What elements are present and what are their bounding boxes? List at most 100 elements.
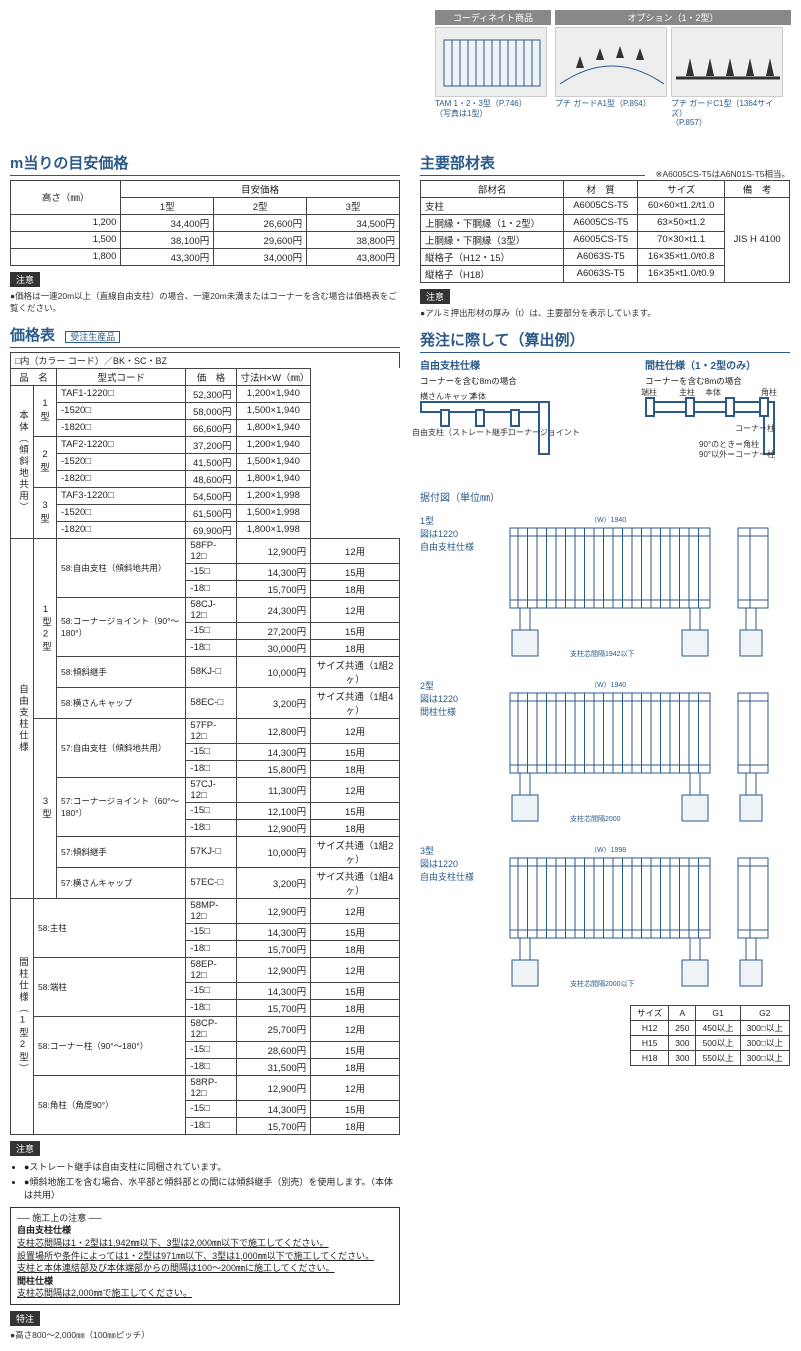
item-name: 58:コーナージョイント（90°～180°） [57,597,186,656]
drawing: 1型図は1220自由支柱仕様（W）1940支柱芯間隔1942以下 [490,510,790,663]
cell: 15用 [311,923,400,940]
coord-item: TAM 1・2・3型（P.746）（写真は1型） [435,27,547,118]
th: A [669,1005,696,1020]
cell: 38,800円 [307,231,400,248]
th: サイズ [638,180,725,197]
cell: 300□以上 [740,1050,789,1065]
svg-text:（W）1940: （W）1940 [590,681,626,689]
inst-heading: 自由支柱仕様 [17,1224,393,1237]
th: 目安価格 [121,180,400,197]
price-table: 品 名 型式コード 価 格 寸法H×W（㎜） 本体（傾斜地共用）1型TAF1-1… [10,368,400,1135]
cell: 18用 [311,639,400,656]
coordinate-products: コーディネイト商品 TAM 1・2・3型（P.746）（写真は1型） オプション… [10,10,791,128]
cell: 縦格子（H18） [421,265,564,282]
cell: A6063S-T5 [564,248,638,265]
cell: 27,200円 [236,622,311,639]
cell: 18用 [311,819,400,836]
diagram-label: 本体 [470,391,486,402]
group-label: 間柱仕様（1型2型） [11,898,34,1134]
cell: 支柱 [421,197,564,214]
cell: 1,800×1,940 [236,419,311,436]
diagram-label: 横さんキャップ [420,391,476,402]
cell: 300 [669,1050,696,1065]
cell: -15□ [186,622,236,639]
cell: 15用 [311,622,400,639]
cell: -18□ [186,819,236,836]
subgroup-label: 1型2型 [34,538,57,718]
price-notes: ●ストレート継手は自由支柱に同梱されています。●傾斜地施工を含む場合、水平部と傾… [10,1160,400,1201]
cell: 66,600円 [186,419,236,436]
cell: 1,500×1,940 [236,453,311,470]
cell: 70×30×t1.1 [638,231,725,248]
diagram-label: 90°以外＝コーナー柱 [699,449,775,460]
coord-item: プチ ガードC1型（1364サイズ）（P.857） [671,27,783,128]
cell: 14,300円 [236,563,311,580]
diagram-label: 主柱 [679,387,695,398]
cell: 3,200円 [236,687,311,718]
diagram-label: 角柱 [761,387,777,398]
guide-price-table: 高さ（㎜） 目安価格 1型2型3型 1,20034,400円26,600円34,… [10,180,400,266]
cell: 1,800×1,998 [236,521,311,538]
cell: 500以上 [696,1035,740,1050]
item-name: 58:主柱 [34,898,186,957]
installation-notes: ── 施工上の注意 ── 自由支柱仕様 支柱芯間隔は1・2型は1,942㎜以下、… [10,1207,400,1305]
cell: 12,100円 [236,802,311,819]
drawing-label: 1型図は1220自由支柱仕様 [420,514,484,553]
size-table: サイズAG1G2 H12250450以上300□以上H15300500以上300… [630,1005,790,1066]
note-label: 注意 [10,1141,40,1156]
diagram-label: 本体 [705,387,721,398]
cell: サイズ共通（1組4ヶ） [311,687,400,718]
cell: 58EC-□ [186,687,236,718]
cell: 58CP-12□ [186,1016,236,1041]
cell: 450以上 [696,1020,740,1035]
cell: TAF1-1220□ [57,385,186,402]
cell: 12,900円 [236,1075,311,1100]
cell: 12,900円 [236,898,311,923]
cell: 1,500×1,998 [236,504,311,521]
cell: 14,300円 [236,923,311,940]
cell: 15用 [311,982,400,999]
cell: 縦格子（H12・15） [421,248,564,265]
cell: 上胴縁・下胴縁（1・2型） [421,214,564,231]
th: 価 格 [186,368,236,385]
cell: 61,500円 [186,504,236,521]
cell: -15□ [186,1100,236,1117]
cell: 63×50×t1.2 [638,214,725,231]
cell: 58EP-12□ [186,957,236,982]
note-text: ●アルミ押出形材の厚み（t）は、主要部分を表示しています。 [420,307,790,319]
coord-thumb [435,27,547,97]
parts-sidenote: ※A6005CS-T5はA6N01S-T5相当。 [655,168,790,180]
coord-caption-sub: （P.857） [671,118,707,127]
cell: 15,800円 [236,760,311,777]
cell: サイズ共通（1組2ヶ） [311,836,400,867]
cell: 12用 [311,1075,400,1100]
cell: H12 [631,1020,669,1035]
type-label: 1型 [34,385,57,436]
cell: -15□ [186,563,236,580]
cell: A6005CS-T5 [564,214,638,231]
cell: 12用 [311,718,400,743]
cell: -18□ [186,580,236,597]
cell: JIS H 4100 [725,197,790,282]
cell: 12用 [311,957,400,982]
item-name: 58:角柱（角度90°） [34,1075,186,1134]
item-name: 58:自由支柱（傾斜地共用） [57,538,186,597]
cell: A6005CS-T5 [564,197,638,214]
cell: 57CJ-12□ [186,777,236,802]
ex-caption: コーナーを含む8mの場合 [420,375,565,387]
th: 2型 [214,197,307,214]
cell: -15□ [186,923,236,940]
item-name: 57:傾斜継手 [57,836,186,867]
cell: 60×60×t1.2/t1.0 [638,197,725,214]
ex-diagram: 横さんキャップ 本体 自由支柱（ストレート継手） コーナージョイント [420,391,565,471]
item-name: 57:コーナージョイント（60°～180°） [57,777,186,836]
price-table-title: 価格表 受注生産品 [10,324,400,348]
cell: 34,000円 [214,248,307,265]
calc-examples: 自由支柱仕様 コーナーを含む8mの場合 横さんキャップ 本体 自由支柱（ストレー… [420,357,790,471]
cell: 12用 [311,898,400,923]
guide-price-title: m当りの目安価格 [10,152,400,176]
coord-caption: プチ ガードC1型（1364サイズ） [671,99,773,118]
type-label: 2型 [34,436,57,487]
cell: 18用 [311,760,400,777]
cell: 43,800円 [307,248,400,265]
